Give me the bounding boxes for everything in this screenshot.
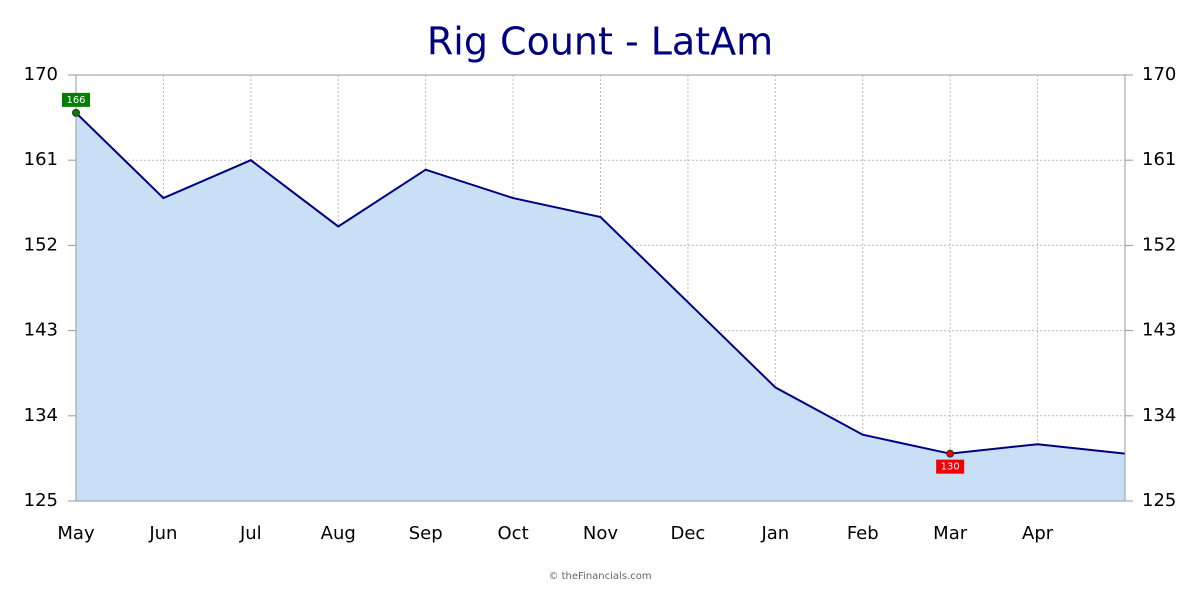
x-tick-label: Jan (760, 523, 789, 544)
y-tick-label-right: 134 (1142, 405, 1176, 426)
chart-title: Rig Count - LatAm (427, 20, 773, 64)
plot-border (75, 74, 1126, 502)
extreme-marker (72, 108, 80, 117)
x-tick-label: Jul (239, 523, 262, 544)
source-note: © theFinancials.com (548, 571, 651, 582)
x-tick-label: Jun (148, 523, 177, 544)
value-label: 166 (66, 95, 85, 106)
value-label: 130 (941, 462, 960, 473)
y-tick-label-right: 125 (1142, 490, 1176, 511)
x-tick-label: Aug (321, 523, 356, 544)
x-tick-label: Nov (583, 523, 618, 544)
x-tick-label: Mar (933, 523, 968, 544)
area-fill (76, 112, 1125, 501)
x-tick-label: Sep (409, 523, 443, 544)
y-tick-label-right: 152 (1142, 234, 1176, 255)
y-tick-label: 161 (24, 149, 58, 170)
y-tick-label: 143 (24, 320, 58, 341)
x-tick-label: Feb (847, 523, 879, 544)
y-tick-label: 152 (24, 234, 58, 255)
y-tick-label: 125 (24, 490, 58, 511)
x-tick-label: Oct (498, 523, 529, 544)
extreme-marker (946, 449, 955, 458)
value-label-box (936, 459, 965, 474)
x-tick-label: May (57, 523, 95, 544)
y-tick-label-right: 143 (1142, 320, 1176, 341)
x-tick-label: Dec (670, 523, 705, 544)
y-tick-label-right: 161 (1142, 149, 1176, 170)
y-tick-label: 170 (24, 64, 58, 85)
y-tick-label-right: 170 (1142, 64, 1176, 85)
x-tick-label: Apr (1022, 523, 1054, 544)
value-label-box (62, 92, 90, 107)
y-tick-label: 134 (24, 405, 58, 426)
